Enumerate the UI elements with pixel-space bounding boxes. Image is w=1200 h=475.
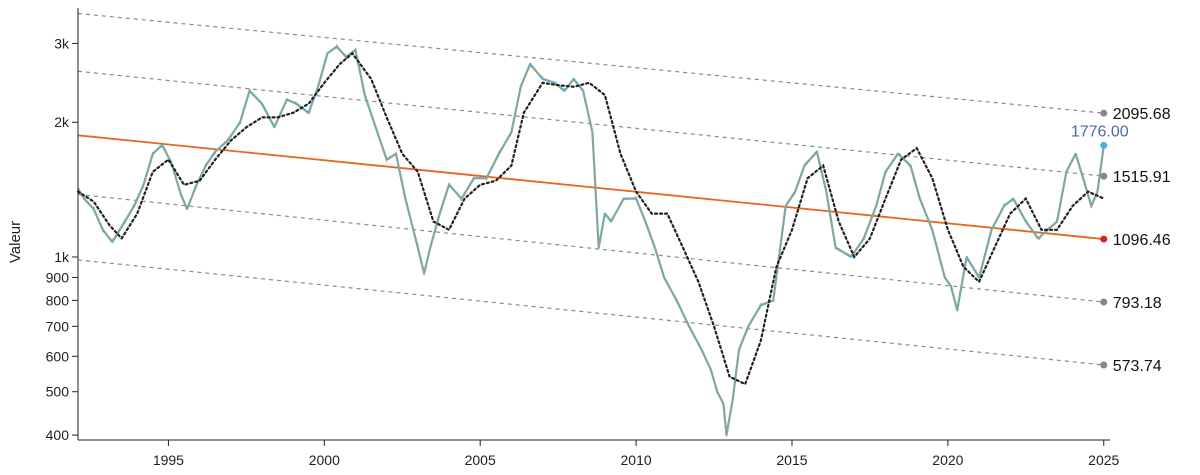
end-marker-573.74 xyxy=(1100,361,1108,369)
y-tick-label: 2k xyxy=(54,114,70,130)
x-tick-label: 2000 xyxy=(309,452,340,468)
smoothed-price-line xyxy=(77,44,1105,435)
x-tick-label: 2025 xyxy=(1088,452,1119,468)
last-value-marker xyxy=(1100,141,1108,149)
channel-line-4 xyxy=(77,259,1104,366)
y-tick-label: 700 xyxy=(46,318,70,334)
x-tick-label: 2020 xyxy=(932,452,963,468)
end-labels-layer: 2095.68 1515.91 1096.46 793.18 573.74 1776.00 xyxy=(1071,106,1171,375)
y-tick-label: 500 xyxy=(46,384,70,400)
x-tick-label: 2010 xyxy=(621,452,652,468)
y-tick-label: 1k xyxy=(54,249,70,265)
axes-layer: 3k 2k 1k 900 800 700 600 500 400 1995 2000 2005 2010… xyxy=(46,8,1120,468)
y-tick-label: 900 xyxy=(46,269,70,285)
channel-lines-layer xyxy=(77,12,1104,366)
y-tick-label: 3k xyxy=(54,35,70,51)
moving-average-line xyxy=(76,51,1105,386)
channel-line-1 xyxy=(77,12,1104,114)
last-value-label: 1776.00 xyxy=(1071,123,1129,140)
end-label-1515.91: 1515.91 xyxy=(1113,169,1171,186)
end-label-793.18: 793.18 xyxy=(1113,295,1162,312)
end-label-2095.68: 2095.68 xyxy=(1113,106,1171,123)
y-tick-label: 400 xyxy=(46,427,70,443)
channel-line-3 xyxy=(77,193,1104,303)
x-tick-label: 2005 xyxy=(465,452,496,468)
regression-line xyxy=(77,134,1104,240)
y-tick-label: 800 xyxy=(46,292,70,308)
x-tick-label: 1995 xyxy=(153,452,184,468)
y-tick-label: 600 xyxy=(46,348,70,364)
x-tick-label: 2015 xyxy=(776,452,807,468)
end-label-1096.46: 1096.46 xyxy=(1113,232,1171,249)
y-axis-title: Valeur xyxy=(7,221,24,263)
end-marker-1096.46 xyxy=(1100,235,1108,243)
end-marker-793.18 xyxy=(1100,298,1108,306)
regression-line-layer xyxy=(77,134,1104,240)
end-marker-1515.91 xyxy=(1100,172,1108,180)
end-label-573.74: 573.74 xyxy=(1113,358,1162,375)
end-marker-2095.68 xyxy=(1100,109,1108,117)
price-series-line xyxy=(77,45,1105,437)
series-layer xyxy=(76,44,1105,437)
